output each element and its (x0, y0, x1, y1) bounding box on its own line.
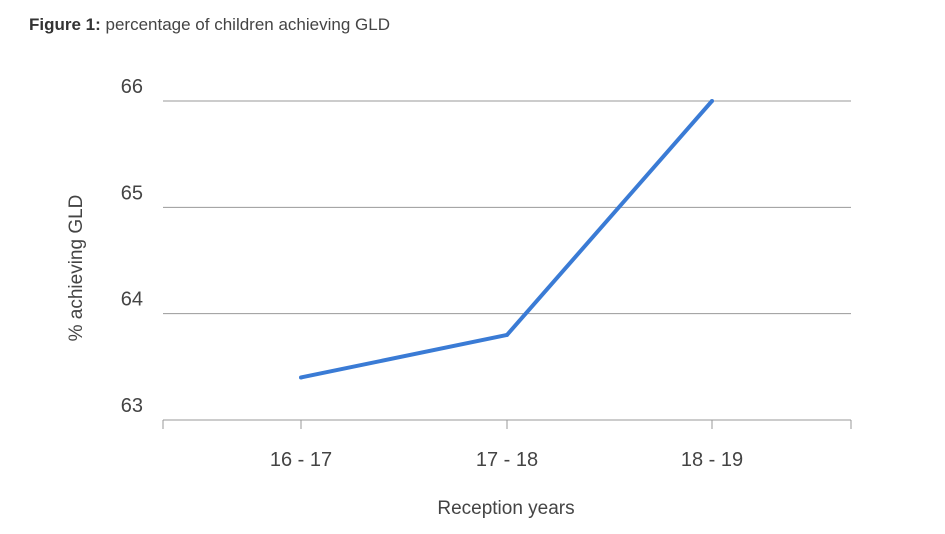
x-tick-labels: 16 - 17 17 - 18 18 - 19 (270, 449, 743, 471)
gridlines (162, 100, 852, 429)
data-point-0-0 (299, 375, 303, 380)
x-axis-title: Reception years (437, 498, 574, 519)
y-tick-label-64: 64 (121, 289, 143, 311)
series-layer (299, 99, 714, 380)
y-tick-labels: 63 64 65 66 (121, 76, 143, 417)
y-tick-label-66: 66 (121, 76, 143, 98)
figure-caption: Figure 1: percentage of children achievi… (29, 15, 390, 35)
y-axis-title: % achieving GLD (66, 195, 87, 342)
y-tick-label-65: 65 (121, 182, 143, 204)
figure-caption-text: percentage of children achieving GLD (100, 15, 390, 34)
data-point-0-1 (505, 332, 509, 337)
x-tick-label-0: 16 - 17 (270, 449, 332, 471)
x-tick-label-2: 18 - 19 (681, 449, 743, 471)
x-tick-label-1: 17 - 18 (476, 449, 538, 471)
figure-caption-prefix: Figure 1: (29, 15, 101, 34)
data-point-0-2 (710, 99, 714, 103)
y-tick-label-63: 63 (121, 395, 143, 417)
